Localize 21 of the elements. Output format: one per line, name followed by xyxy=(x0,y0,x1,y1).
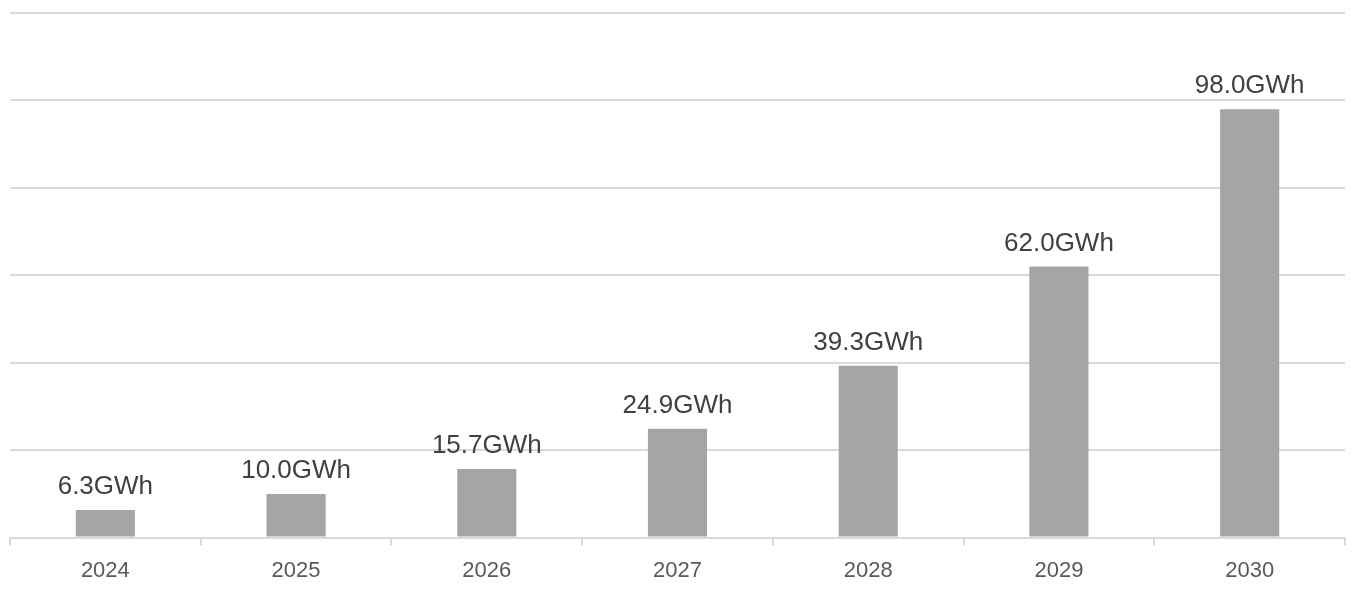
data-label: 24.9GWh xyxy=(622,388,733,419)
bar xyxy=(1220,109,1280,537)
bar xyxy=(647,428,708,537)
data-label: 98.0GWh xyxy=(1194,69,1305,100)
x-tick-label: 2024 xyxy=(80,556,130,582)
bar xyxy=(838,365,898,537)
data-label: 39.3GWh xyxy=(813,325,924,356)
bar xyxy=(266,493,326,537)
x-tick-label: 2030 xyxy=(1225,556,1275,582)
x-tick-label: 2027 xyxy=(653,556,702,582)
x-tick-label: 2028 xyxy=(843,556,893,582)
x-tick-label: 2025 xyxy=(271,556,321,582)
data-label: 15.7GWh xyxy=(431,429,542,460)
x-tick-label: 2029 xyxy=(1034,556,1084,582)
bar xyxy=(75,510,135,537)
bar xyxy=(1029,266,1089,537)
bar xyxy=(457,468,517,537)
x-tick-label: 2026 xyxy=(462,556,512,582)
data-label: 6.3GWh xyxy=(57,470,154,501)
data-label: 62.0GWh xyxy=(1004,226,1114,257)
data-label: 10.0GWh xyxy=(241,454,351,485)
